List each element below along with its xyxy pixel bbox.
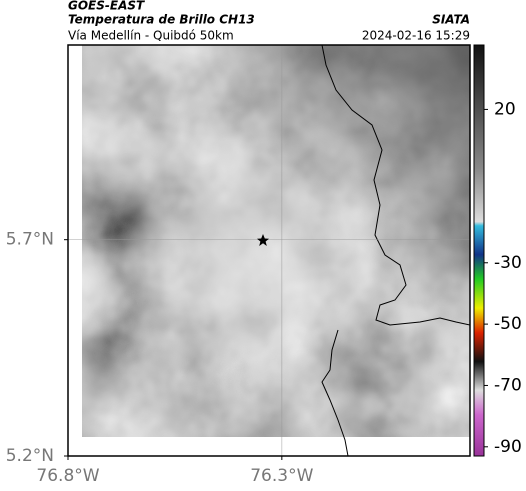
- x-tick-label: 76.8°W: [36, 466, 99, 486]
- colorbar-tick-label: 20: [494, 99, 516, 119]
- source: SIATA: [432, 13, 470, 27]
- boundary: [321, 45, 470, 456]
- colorbar-tick-label: -50: [494, 314, 522, 334]
- colorbar-tick-label: -70: [494, 375, 522, 395]
- x-tick-label: 76.3°W: [250, 466, 313, 486]
- product: Temperatura de Brillo CH13: [68, 13, 255, 27]
- satellite: GOES-EAST: [68, 0, 145, 13]
- colorbar-tick-label: -90: [494, 437, 522, 457]
- y-tick-label: 5.2°N: [6, 446, 54, 466]
- satellite-image: [68, 45, 470, 456]
- map-frame: [67, 44, 471, 457]
- timestamp: 2024-02-16 15:29: [362, 29, 470, 43]
- colorbar: [473, 44, 485, 457]
- y-tick-label: 5.7°N: [6, 230, 54, 250]
- location-marker: [257, 234, 269, 246]
- route: Vía Medellín - Quibdó 50km: [68, 29, 234, 43]
- colorbar-tick-label: -30: [494, 253, 522, 273]
